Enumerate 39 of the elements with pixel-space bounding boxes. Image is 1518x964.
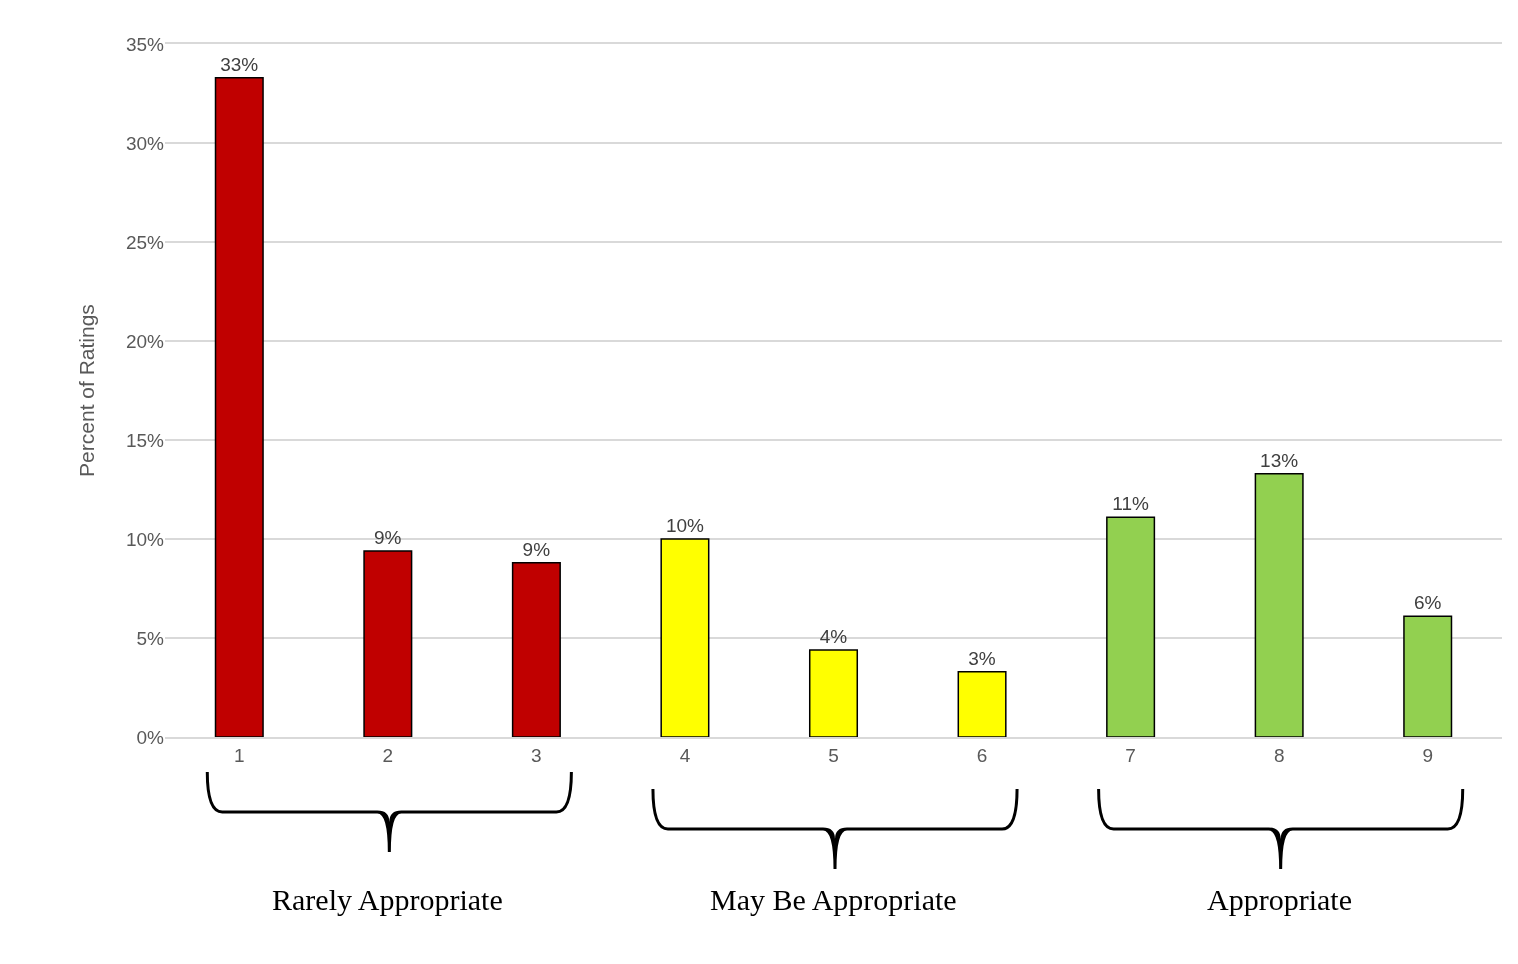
bar: [363, 550, 413, 737]
bar: [214, 76, 264, 737]
bar: [1254, 472, 1304, 737]
bar: [1106, 516, 1156, 737]
y-tick-label: 20%: [125, 330, 165, 352]
data-label: 13%: [1260, 449, 1299, 471]
text: Appropriate: [1207, 883, 1352, 916]
y-axis-title: Percent of Ratings: [75, 304, 99, 477]
bar: [1403, 615, 1453, 737]
x-tick-label: 8: [1273, 744, 1285, 766]
data-label: 9%: [522, 538, 551, 560]
data-label: 6%: [1413, 592, 1442, 614]
y-tick-label: 35%: [125, 33, 165, 55]
data-label: 3%: [968, 647, 996, 669]
data-label: 33%: [220, 53, 259, 75]
data-label: 4%: [819, 625, 848, 647]
bar: [957, 670, 1007, 737]
y-tick-label: 0%: [136, 726, 165, 748]
x-tick-label: 6: [976, 744, 988, 766]
y-tick-label: 15%: [125, 429, 165, 451]
y-tick-label: 10%: [125, 528, 165, 550]
bar: [660, 538, 710, 737]
x-tick-label: 7: [1125, 744, 1136, 766]
data-label: 11%: [1112, 493, 1149, 515]
y-tick-label: 5%: [136, 627, 165, 649]
x-tick-label: 1: [233, 744, 245, 766]
x-tick-label: 5: [828, 744, 839, 766]
text: May Be Appropriate: [710, 883, 957, 916]
x-tick-label: 3: [531, 744, 542, 766]
x-tick-label: 9: [1422, 744, 1434, 766]
y-tick-label: 25%: [125, 231, 165, 253]
bar: [808, 649, 859, 737]
text: Rarely Appropriate: [272, 883, 503, 916]
x-tick-label: 2: [382, 744, 394, 766]
x-tick-label: 4: [679, 744, 691, 766]
y-tick-label: 30%: [125, 132, 165, 154]
data-label: 10%: [665, 515, 705, 536]
data-label: 9%: [374, 526, 402, 548]
bar: [511, 562, 561, 737]
